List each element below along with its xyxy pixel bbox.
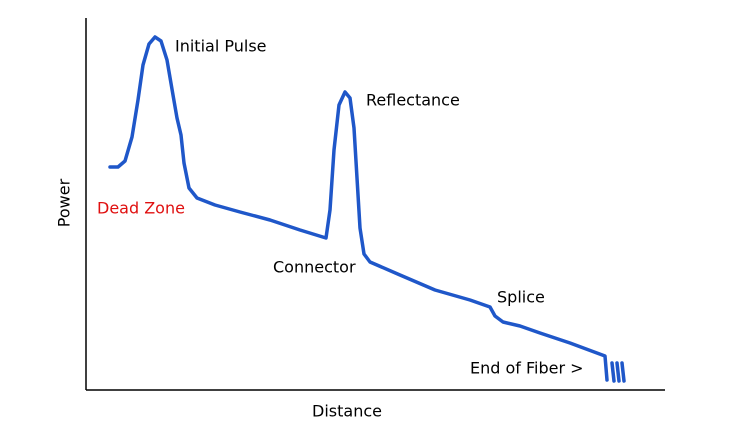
annotation: Connector	[273, 258, 356, 277]
fiber-end-marks	[610, 361, 626, 383]
annotation: Splice	[497, 288, 545, 307]
annotation: Reflectance	[366, 91, 460, 110]
annotation: Dead Zone	[97, 199, 185, 218]
x-axis-label: Distance	[312, 402, 382, 421]
y-axis-label: Power	[55, 178, 74, 227]
trace	[108, 35, 609, 382]
annotation: Initial Pulse	[175, 37, 267, 56]
annotation: End of Fiber >	[470, 359, 584, 378]
